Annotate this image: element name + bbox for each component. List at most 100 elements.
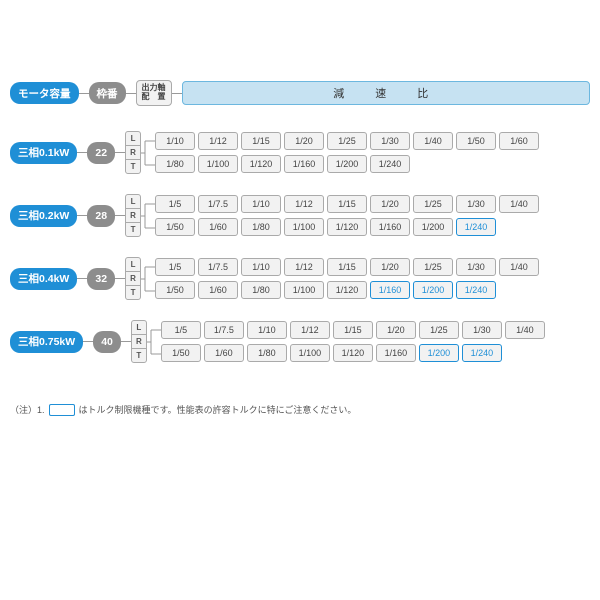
ratio-cell: 1/10 (247, 321, 287, 339)
ratio-cell: 1/60 (198, 281, 238, 299)
ratio-cell: 1/5 (155, 258, 195, 276)
ratio-cell: 1/160 (370, 218, 410, 236)
ratio-cell: 1/240 (456, 218, 496, 236)
ratio-cell: 1/200 (413, 218, 453, 236)
ratio-cell: 1/50 (456, 132, 496, 150)
ratio-cell: 1/7.5 (198, 195, 238, 213)
lrt-cell: T (125, 222, 141, 237)
ratio-row: 1/51/7.51/101/121/151/201/251/301/40 (161, 321, 545, 339)
ratio-cell: 1/10 (241, 195, 281, 213)
ratio-cell: 1/30 (370, 132, 410, 150)
lrt-cell: L (125, 131, 141, 146)
ratio-rows: 1/101/121/151/201/251/301/401/501/601/80… (155, 132, 539, 173)
ratio-cell: 1/20 (370, 195, 410, 213)
ratio-cell: 1/60 (198, 218, 238, 236)
frame-number-pill: 32 (87, 268, 115, 290)
frame-number-pill: 40 (93, 331, 121, 353)
ratio-row: 1/501/601/801/1001/1201/1601/2001/240 (155, 218, 539, 236)
ratio-cell: 1/60 (499, 132, 539, 150)
header-frame-no: 枠番 (89, 82, 126, 104)
ratio-cell: 1/80 (241, 281, 281, 299)
lrt-cell: T (125, 285, 141, 300)
lrt-cell: L (131, 320, 147, 335)
ratio-cell: 1/100 (290, 344, 330, 362)
ratio-cell: 1/12 (290, 321, 330, 339)
header-output-shaft: 出力軸 配 置 (136, 80, 172, 106)
connector (77, 152, 87, 153)
ratio-cell: 1/80 (241, 218, 281, 236)
lrt-cell: T (131, 348, 147, 363)
motor-capacity-pill: 三相0.1kW (10, 142, 77, 164)
ratio-cell: 1/240 (462, 344, 502, 362)
lrt-cell: L (125, 257, 141, 272)
ratio-cell: 1/30 (462, 321, 502, 339)
lrt-cell: L (125, 194, 141, 209)
ratio-cell: 1/10 (155, 132, 195, 150)
connector (77, 278, 87, 279)
connector (77, 215, 87, 216)
note-prefix: （注）1. (10, 403, 45, 416)
ratio-cell: 1/80 (155, 155, 195, 173)
ratio-cell: 1/7.5 (204, 321, 244, 339)
ratio-cell: 1/100 (284, 281, 324, 299)
ratio-row: 1/501/601/801/1001/1201/1601/2001/240 (161, 344, 545, 362)
lrt-cell: R (125, 145, 141, 160)
ratio-cell: 1/160 (284, 155, 324, 173)
footnote: （注）1. はトルク制限機種です。性能表の許容トルクに特にご注意ください。 (10, 403, 590, 416)
ratio-row: 1/51/7.51/101/121/151/201/251/301/40 (155, 258, 539, 276)
motor-row: 三相0.2kW28LRT1/51/7.51/101/121/151/201/25… (10, 194, 590, 237)
ratio-cell: 1/15 (327, 195, 367, 213)
ratio-rows: 1/51/7.51/101/121/151/201/251/301/401/50… (155, 195, 539, 236)
lrt-cell: R (125, 271, 141, 286)
header-motor-capacity: モータ容量 (10, 82, 79, 104)
ratio-cell: 1/12 (284, 258, 324, 276)
motor-row: 三相0.75kW40LRT1/51/7.51/101/121/151/201/2… (10, 320, 590, 363)
ratio-cell: 1/50 (161, 344, 201, 362)
lrt-stack: LRT (125, 131, 141, 174)
ratio-cell: 1/20 (370, 258, 410, 276)
ratio-cell: 1/120 (327, 281, 367, 299)
ratio-cell: 1/50 (155, 218, 195, 236)
ratio-cell: 1/120 (327, 218, 367, 236)
ratio-cell: 1/200 (413, 281, 453, 299)
connector (126, 93, 136, 94)
frame-number-pill: 22 (87, 142, 115, 164)
bracket-icon (141, 196, 155, 236)
connector (115, 215, 125, 216)
ratio-cell: 1/40 (499, 195, 539, 213)
motor-row: 三相0.1kW22LRT1/101/121/151/201/251/301/40… (10, 131, 590, 174)
ratio-cell: 1/200 (419, 344, 459, 362)
ratio-cell: 1/20 (376, 321, 416, 339)
ratio-rows: 1/51/7.51/101/121/151/201/251/301/40 1/50… (155, 258, 539, 299)
motor-row: 三相0.4kW 32 LRT 1/51/7.51/101/121/151/201/25… (10, 257, 590, 300)
ratio-cell: 1/40 (505, 321, 545, 339)
bracket-icon (141, 133, 155, 173)
ratio-cell: 1/15 (241, 132, 281, 150)
ratio-row: 1/501/601/801/1001/1201/1601/2001/240 (155, 281, 539, 299)
lrt-stack: LRT (131, 320, 147, 363)
connector (121, 341, 131, 342)
ratio-cell: 1/40 (413, 132, 453, 150)
lrt-cell: R (131, 334, 147, 349)
ratio-cell: 1/7.5 (198, 258, 238, 276)
ratio-cell: 1/120 (241, 155, 281, 173)
ratio-cell: 1/15 (327, 258, 367, 276)
ratio-cell: 1/240 (370, 155, 410, 173)
lrt-cell: T (125, 159, 141, 174)
legend-highlight-box (49, 404, 75, 416)
connector (79, 93, 89, 94)
ratio-cell: 1/50 (155, 281, 195, 299)
ratio-rows: 1/51/7.51/101/121/151/201/251/301/40 1/50… (161, 321, 545, 362)
motor-capacity-pill: 三相0.4kW (10, 268, 77, 290)
ratio-row: 1/801/1001/1201/1601/2001/240 (155, 155, 539, 173)
lrt-stack: LRT (125, 257, 141, 300)
ratio-cell: 1/25 (327, 132, 367, 150)
ratio-cell: 1/240 (456, 281, 496, 299)
ratio-cell: 1/120 (333, 344, 373, 362)
connector (115, 152, 125, 153)
ratio-cell: 1/40 (499, 258, 539, 276)
motor-capacity-pill: 三相0.2kW (10, 205, 77, 227)
ratio-cell: 1/30 (456, 258, 496, 276)
ratio-cell: 1/5 (161, 321, 201, 339)
ratio-cell: 1/200 (327, 155, 367, 173)
